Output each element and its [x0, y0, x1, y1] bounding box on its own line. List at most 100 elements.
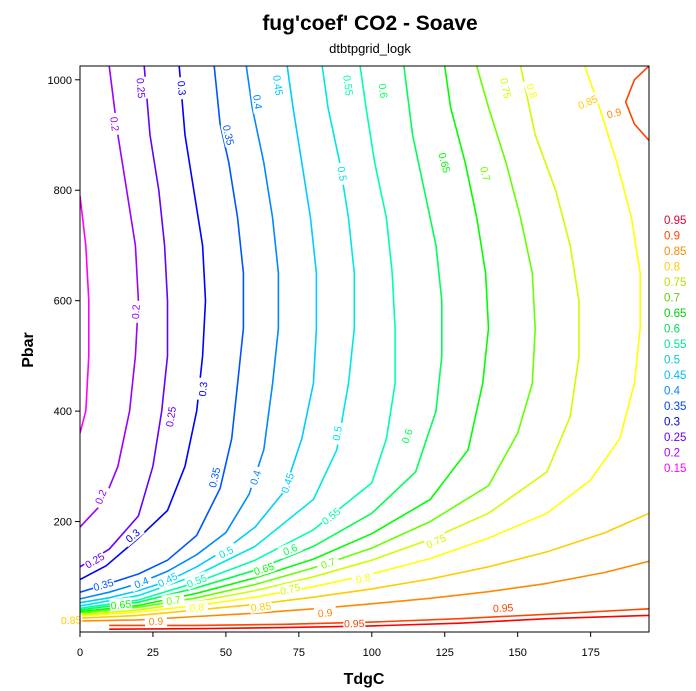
- legend-item: 0.65: [664, 308, 686, 320]
- contour-line-0-6: [80, 66, 443, 611]
- contour-label-bg: [128, 300, 142, 323]
- contour-label: 0.5: [331, 425, 345, 442]
- x-tick-label: 25: [147, 647, 159, 659]
- contour-label-bg: [184, 571, 210, 591]
- chart-title: fug'coef' CO2 - Soave: [262, 12, 477, 35]
- contour-line-0-95: [109, 608, 649, 627]
- contour-line-0-8: [80, 66, 642, 617]
- contour-label: 0.7: [477, 165, 492, 182]
- contour-label: 0.95: [493, 602, 514, 615]
- x-tick-label: 125: [436, 647, 454, 659]
- contour-label: 0.45: [279, 471, 297, 494]
- contour-label-bg: [423, 530, 449, 551]
- y-tick-label: 600: [54, 296, 72, 308]
- y-tick-label: 200: [54, 517, 72, 529]
- contour-label-bg: [491, 601, 515, 615]
- contour-label-bg: [220, 122, 238, 148]
- contour-label-bg: [436, 150, 454, 175]
- contour-line-0-4: [80, 66, 280, 600]
- contour-label: 0.65: [435, 151, 452, 174]
- contour-label: 0.6: [281, 542, 299, 559]
- contour-line-0-2: [80, 66, 140, 528]
- contour-label-bg: [270, 73, 286, 98]
- contour-label: 0.6: [400, 427, 416, 445]
- legend-item: 0.85: [664, 246, 686, 258]
- contour-label-bg: [195, 377, 210, 401]
- x-tick-label: 175: [581, 647, 599, 659]
- contour-label: 0.8: [523, 82, 539, 100]
- contour-label-bg: [162, 404, 179, 429]
- contour-label: 0.55: [340, 74, 355, 96]
- contour-label-bg: [90, 484, 111, 510]
- contour-label: 0.6: [376, 83, 390, 99]
- contour-label-bg: [161, 592, 186, 608]
- contour-label-bg: [277, 539, 303, 559]
- contour-label: 0.65: [253, 561, 276, 579]
- legend-item: 0.45: [664, 370, 686, 382]
- contour-label-bg: [315, 553, 341, 573]
- x-tick-label: 50: [220, 647, 232, 659]
- contour-line-0-95: [109, 614, 649, 630]
- legend: 0.95 0.9 0.85 0.8 0.75 0.7 0.65 0.6 0.55 0.5 0.45 0…: [664, 215, 686, 475]
- plot-frame: [79, 65, 650, 633]
- contour-label: 0.8: [189, 601, 205, 615]
- contour-label: 0.3: [197, 381, 210, 397]
- contour-label: 0.75: [279, 582, 302, 598]
- contour-label-bg: [522, 78, 542, 104]
- contour-label: 0.45: [270, 74, 285, 96]
- legend-item: 0.4: [664, 386, 681, 398]
- contour-label: 0.7: [165, 594, 181, 608]
- x-axis: 0 25 50 75 100 125 150 175: [77, 632, 600, 659]
- contour-label-bg: [278, 470, 297, 496]
- contour-label-bg: [59, 613, 83, 627]
- contour-line-0-25: [80, 66, 169, 568]
- contour-line-0-9: [624, 66, 649, 142]
- legend-item: 0.55: [664, 339, 686, 351]
- contour-label-bg: [245, 465, 265, 490]
- contour-line-0-15: [80, 195, 90, 434]
- legend-item: 0.8: [664, 262, 680, 274]
- legend-item: 0.15: [664, 463, 686, 475]
- contour-label: 0.9: [606, 106, 623, 121]
- contour-label-bg: [134, 76, 149, 100]
- contour-line-0-7: [80, 66, 537, 614]
- contour-label: 0.25: [133, 77, 147, 99]
- contour-line-0-5: [80, 66, 356, 607]
- contour-label-bg: [278, 580, 303, 598]
- contour-line-0-75: [80, 66, 580, 616]
- contour-line-0-9: [80, 560, 649, 622]
- legend-item: 0.5: [664, 355, 680, 367]
- chart-subtitle: dtbtpgrid_logk: [329, 41, 411, 56]
- contour-labels: 0.20.20.20.250.250.250.30.30.30.350.350.…: [59, 73, 627, 630]
- contour-label: 0.2: [107, 116, 121, 132]
- legend-item: 0.95: [664, 215, 686, 227]
- y-axis: 200 400 600 800 1000: [48, 75, 80, 529]
- contour-label: 0.8: [355, 571, 372, 586]
- contour-label-bg: [313, 605, 337, 620]
- contour-label-bg: [213, 541, 239, 563]
- legend-item: 0.25: [664, 432, 686, 444]
- legend-item: 0.7: [664, 293, 680, 305]
- contour-line-0-35: [80, 66, 245, 593]
- contour-label: 0.25: [83, 551, 107, 572]
- contour-label: 0.9: [317, 607, 333, 620]
- y-tick-label: 1000: [48, 75, 72, 87]
- contour-label-bg: [601, 104, 627, 122]
- contour-label: 0.2: [93, 488, 110, 506]
- contour-label: 0.95: [344, 618, 365, 630]
- x-tick-label: 100: [363, 647, 381, 659]
- contour-label-bg: [185, 599, 209, 615]
- contour-label-bg: [575, 91, 601, 112]
- legend-item: 0.3: [664, 417, 680, 429]
- contour-label-bg: [334, 161, 351, 186]
- contour-label-bg: [107, 112, 123, 136]
- legend-item: 0.9: [664, 231, 680, 243]
- contour-label-bg: [497, 76, 515, 101]
- contour-label: 0.4: [248, 469, 264, 487]
- y-axis-label: Pbar: [20, 332, 37, 368]
- y-tick-label: 800: [54, 185, 72, 197]
- contour-label: 0.85: [61, 614, 82, 627]
- contour-label: 0.5: [217, 544, 236, 561]
- contour-label-bg: [251, 559, 277, 578]
